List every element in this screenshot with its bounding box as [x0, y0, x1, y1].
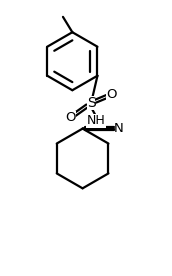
- Text: N: N: [114, 122, 124, 135]
- Text: NH: NH: [87, 115, 106, 128]
- Text: S: S: [87, 96, 95, 110]
- Text: O: O: [106, 88, 117, 101]
- Text: O: O: [65, 111, 76, 124]
